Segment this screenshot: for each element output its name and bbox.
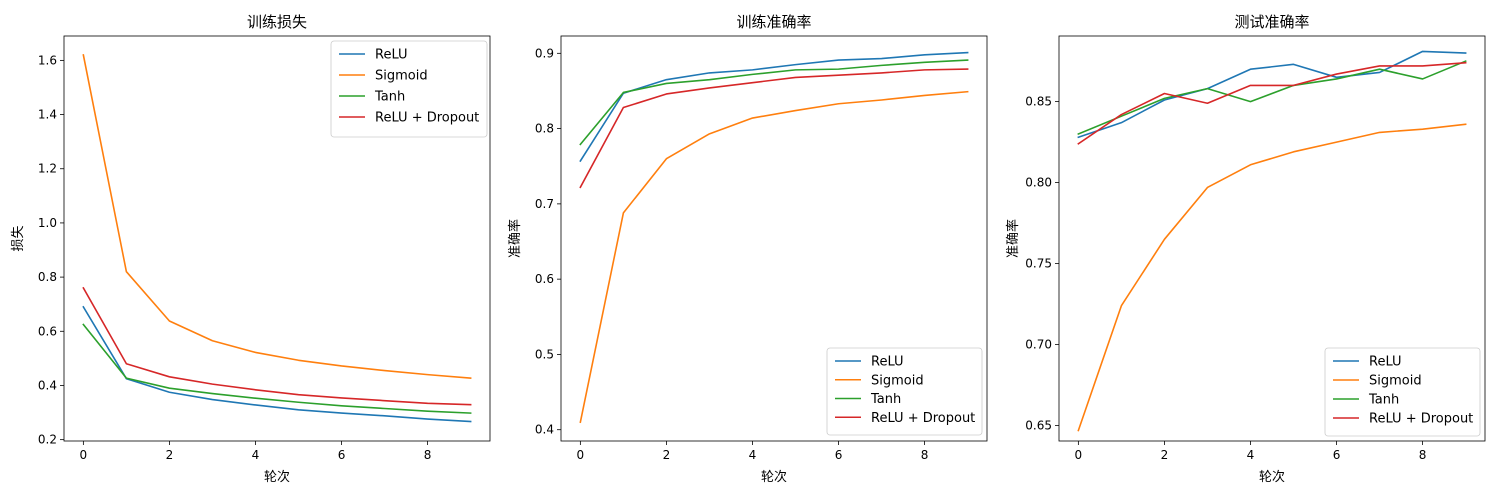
series-line-sigmoid: [1077, 123, 1467, 432]
series-line-relu: [1077, 50, 1467, 139]
series-line-tanh: [579, 59, 969, 146]
y-tick-label: 0.65: [1025, 419, 1052, 433]
series-line-sigmoid: [579, 90, 969, 424]
x-tick-label: 0: [1075, 448, 1083, 462]
y-tick-label: 0.8: [535, 122, 554, 136]
x-tick-label: 6: [338, 448, 346, 462]
x-axis-label: 轮次: [1259, 469, 1285, 485]
legend-entry: ReLU + Dropout: [1369, 412, 1473, 427]
x-tick-label: 2: [663, 448, 671, 462]
legend-entry: Sigmoid: [375, 69, 428, 84]
legend-entry: ReLU: [871, 355, 904, 370]
x-tick-label: 8: [1419, 448, 1427, 462]
legend-box: [1324, 347, 1481, 437]
axes-frame: [63, 35, 491, 442]
x-tick-label: 2: [166, 448, 174, 462]
legend-box: [826, 347, 983, 436]
y-tick-label: 1.6: [38, 53, 57, 67]
y-tick-label: 0.80: [1025, 176, 1052, 190]
y-tick-label: 1.4: [38, 108, 57, 122]
chart-title: 测试准确率: [1234, 13, 1309, 31]
legend: ReLU Sigmoid Tanh ReLU + Dropout: [1324, 347, 1481, 437]
legend-box: [330, 40, 488, 138]
legend-entry: Tanh: [1368, 393, 1399, 408]
y-tick-label: 0.70: [1025, 338, 1052, 352]
x-axis-label: 轮次: [761, 469, 787, 485]
x-axis-label: 轮次: [264, 469, 290, 485]
y-tick-label: 0.6: [535, 272, 554, 286]
legend-entry: Sigmoid: [871, 373, 924, 388]
x-tick-label: 4: [749, 448, 757, 462]
chart-title: 训练准确率: [736, 13, 811, 31]
x-tick-label: 2: [1161, 448, 1169, 462]
x-tick-label: 6: [835, 448, 843, 462]
series-line-tanh: [82, 323, 472, 414]
chart-title: 训练损失: [247, 13, 307, 31]
x-tick-label: 4: [252, 448, 260, 462]
series-line-relu-dropout: [82, 286, 472, 406]
series-line-tanh: [1077, 60, 1467, 136]
x-tick-label: 0: [80, 448, 88, 462]
legend-entry: Sigmoid: [1369, 374, 1422, 389]
y-tick-label: 0.7: [535, 197, 554, 211]
y-axis-label: 损失: [11, 225, 26, 251]
x-tick-label: 4: [1247, 448, 1255, 462]
legend-entry: ReLU + Dropout: [375, 111, 479, 126]
y-tick-label: 0.85: [1025, 95, 1052, 109]
axes-frame: [560, 35, 988, 442]
series-line-relu-dropout: [1077, 61, 1467, 145]
legend-entry: ReLU: [375, 48, 408, 63]
x-tick-label: 0: [577, 448, 585, 462]
y-tick-label: 0.2: [38, 433, 57, 447]
x-tick-label: 6: [1333, 448, 1341, 462]
y-tick-label: 0.4: [535, 423, 554, 437]
legend: ReLU Sigmoid Tanh ReLU + Dropout: [826, 347, 983, 436]
y-tick-label: 0.5: [535, 347, 554, 361]
series-line-sigmoid: [82, 54, 472, 380]
legend-entry: Tanh: [374, 90, 405, 105]
legend-entry: Tanh: [870, 392, 901, 407]
y-tick-label: 1.2: [38, 162, 57, 176]
y-axis-label: 准确率: [507, 219, 523, 258]
axes-frame: [1058, 35, 1486, 442]
legend-entry: ReLU + Dropout: [871, 411, 975, 426]
legend: ReLU Sigmoid Tanh ReLU + Dropout: [330, 40, 488, 138]
y-tick-label: 0.6: [38, 324, 57, 338]
y-tick-label: 0.8: [38, 270, 57, 284]
legend-entry: ReLU: [1369, 355, 1402, 370]
x-tick-label: 8: [424, 448, 432, 462]
y-tick-label: 0.75: [1025, 257, 1052, 271]
series-line-relu-dropout: [579, 68, 969, 189]
series-line-relu: [82, 305, 472, 423]
series-line-relu: [579, 51, 969, 163]
y-tick-label: 0.4: [38, 378, 57, 392]
y-tick-label: 0.9: [535, 46, 554, 60]
y-tick-label: 1.0: [38, 216, 57, 230]
x-tick-label: 8: [921, 448, 929, 462]
y-axis-label: 准确率: [1005, 219, 1021, 258]
